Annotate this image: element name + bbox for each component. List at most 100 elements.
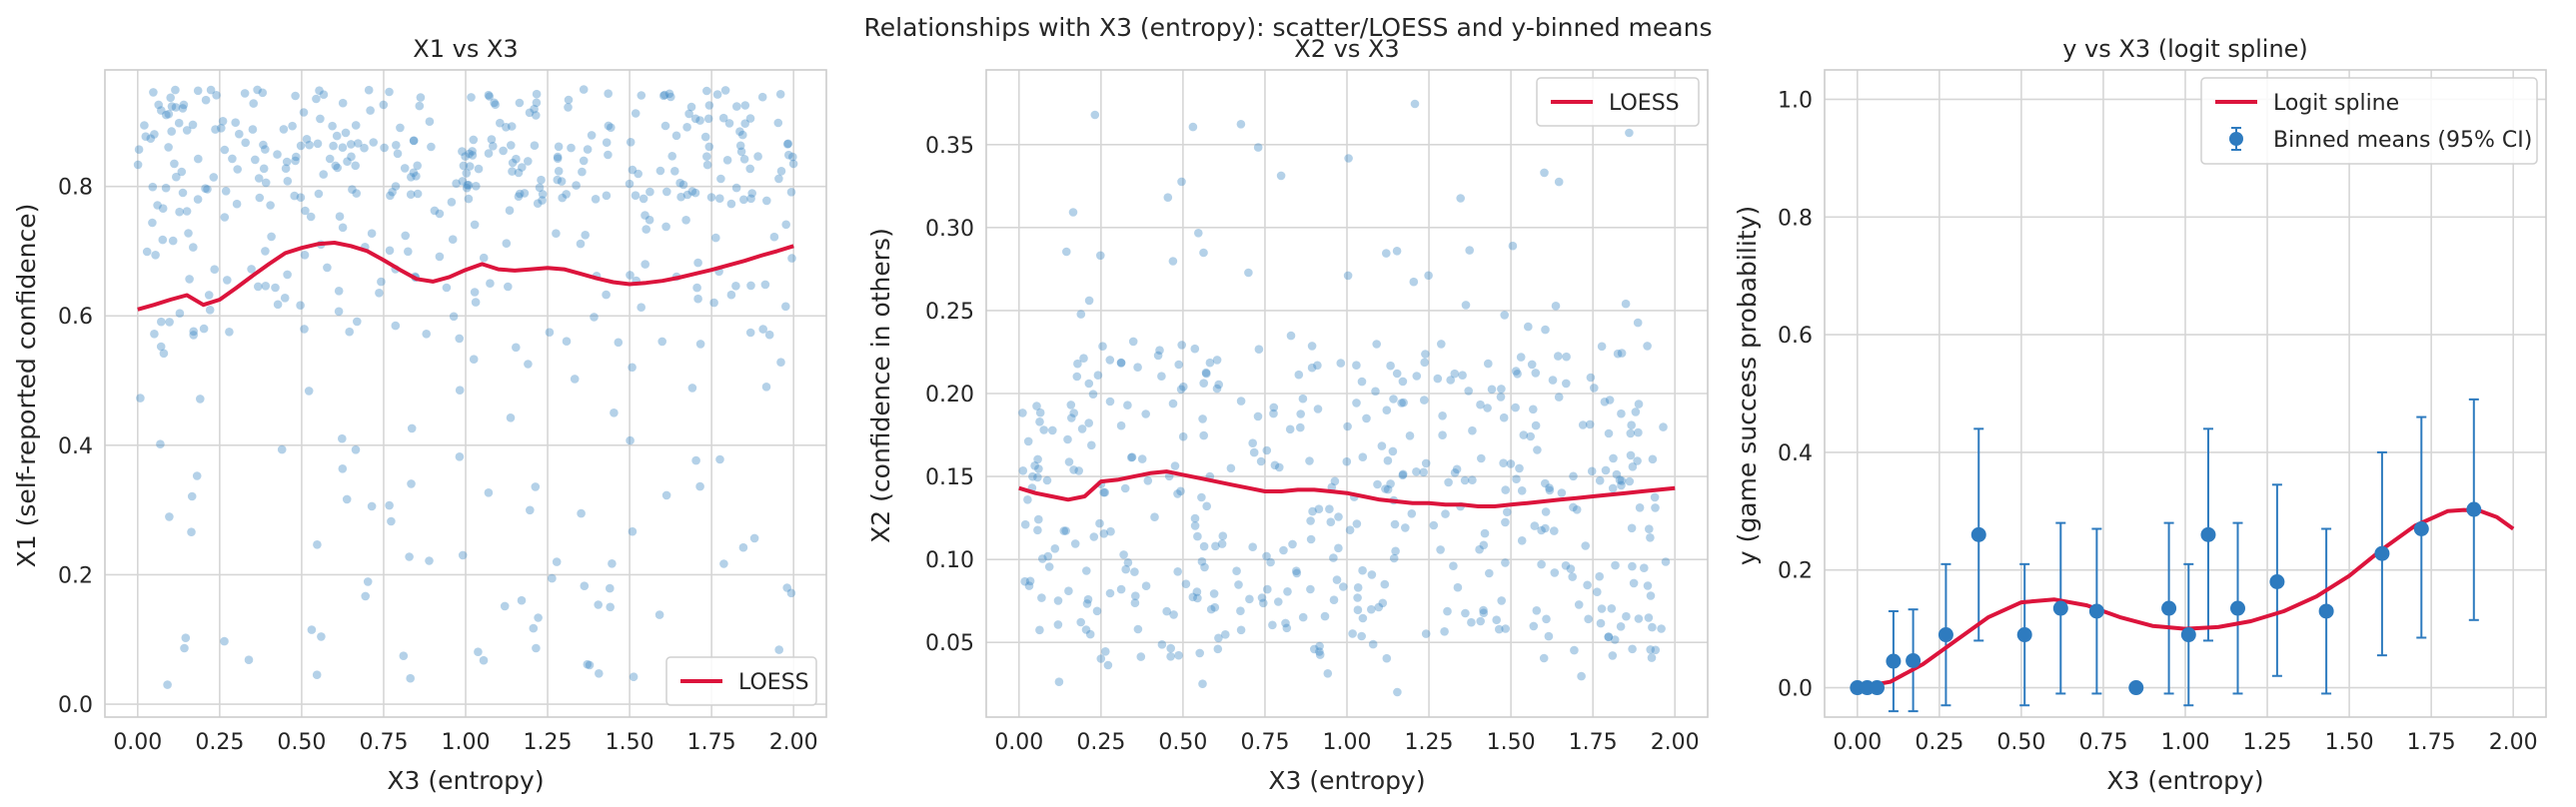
scatter-point (304, 387, 314, 396)
scatter-point (507, 122, 517, 131)
scatter-point (1101, 647, 1110, 656)
y-tick-label: 0.05 (925, 631, 974, 656)
scatter-point (1326, 517, 1336, 526)
scatter-point (682, 190, 692, 200)
scatter-point (1089, 532, 1099, 541)
axes-frame (985, 69, 1709, 718)
scatter-point (1626, 428, 1636, 438)
scatter-point (758, 325, 767, 334)
scatter-point (316, 114, 325, 124)
scatter-point (1461, 301, 1471, 310)
scatter-point (1569, 471, 1578, 481)
scatter-point (1018, 408, 1027, 417)
scatter-point (415, 101, 425, 111)
x-tick-label: 1.25 (1405, 730, 1454, 755)
scatter-point (149, 88, 158, 97)
scatter-point (153, 201, 162, 210)
scatter-point (1181, 579, 1191, 588)
scatter-point (1512, 474, 1521, 484)
scatter-point (1554, 393, 1564, 402)
axes-frame (1824, 69, 2547, 718)
scatter-point (1262, 551, 1271, 561)
scatter-point (351, 121, 361, 130)
scatter-point (313, 540, 322, 549)
scatter-point (1292, 568, 1302, 578)
scatter-point (1530, 521, 1540, 530)
scatter-point (306, 212, 316, 222)
scatter-point (464, 181, 474, 190)
scatter-point (1353, 605, 1363, 614)
scatter-point (504, 282, 513, 292)
scatter-point (1610, 635, 1620, 644)
x-tick-label: 0.50 (1996, 730, 2045, 755)
scatter-point (1633, 456, 1642, 465)
binned-mean-point (1870, 680, 1886, 696)
scatter-point (1054, 677, 1064, 686)
binned-mean-point (2269, 574, 2285, 590)
scatter-point (1038, 554, 1047, 563)
scatter-point (167, 102, 177, 111)
scatter-point (1096, 251, 1105, 261)
scatter-point (628, 165, 638, 175)
scatter-point (1200, 562, 1209, 572)
scatter-point (608, 559, 617, 568)
scatter-point (1541, 523, 1550, 533)
scatter-point (189, 327, 198, 337)
scatter-point (580, 581, 590, 590)
scatter-point (484, 149, 494, 158)
scatter-point (1392, 247, 1402, 256)
scatter-point (604, 89, 613, 98)
scatter-point (639, 194, 648, 204)
scatter-point (1283, 587, 1292, 596)
scatter-point (209, 173, 219, 182)
scatter-point (392, 141, 401, 150)
scatter-point (1399, 398, 1408, 407)
scatter-point (1084, 418, 1093, 427)
scatter-point (1433, 374, 1443, 384)
scatter-point (1053, 596, 1063, 605)
scatter-point (769, 232, 779, 242)
scatter-point (585, 660, 595, 670)
scatter-point (387, 516, 396, 526)
scatter-point (1586, 373, 1596, 383)
x-tick-label: 1.50 (2325, 730, 2374, 755)
scatter-point (1513, 370, 1522, 379)
scatter-point (193, 86, 203, 96)
scatter-point (314, 189, 324, 199)
scatter-point (1390, 519, 1400, 529)
scatter-point (1069, 408, 1078, 417)
scatter-point (470, 220, 480, 230)
scatter-point (1033, 472, 1042, 482)
y-tick-label: 0.4 (1778, 441, 1813, 466)
scatter-point (1306, 516, 1315, 525)
scatter-point (1437, 340, 1446, 349)
scatter-point (703, 114, 713, 124)
scatter-point (283, 177, 293, 186)
scatter-point (1069, 465, 1078, 474)
scatter-point (562, 190, 571, 199)
scatter-point (1529, 404, 1538, 414)
scatter-point (1412, 372, 1422, 381)
scatter-point (1081, 625, 1091, 634)
x-tick-label: 0.75 (359, 730, 408, 755)
scatter-point (380, 143, 389, 153)
scatter-point (641, 211, 649, 220)
scatter-point (1248, 438, 1257, 448)
scatter-point (1583, 580, 1592, 590)
scatter-point (724, 119, 734, 128)
scatter-point (715, 454, 724, 464)
scatter-point (1550, 526, 1559, 535)
scatter-point (1574, 600, 1584, 609)
scatter-point (484, 488, 494, 497)
scatter-point (409, 136, 419, 145)
scatter-point (577, 508, 586, 518)
y-tick-label: 0.15 (925, 465, 974, 490)
scatter-point (1035, 407, 1045, 417)
scatter-point (1198, 679, 1207, 688)
scatter-point (642, 225, 650, 234)
scatter-point (142, 247, 152, 257)
scatter-point (512, 154, 521, 164)
scatter-point (691, 455, 700, 465)
scatter-point (533, 199, 543, 208)
